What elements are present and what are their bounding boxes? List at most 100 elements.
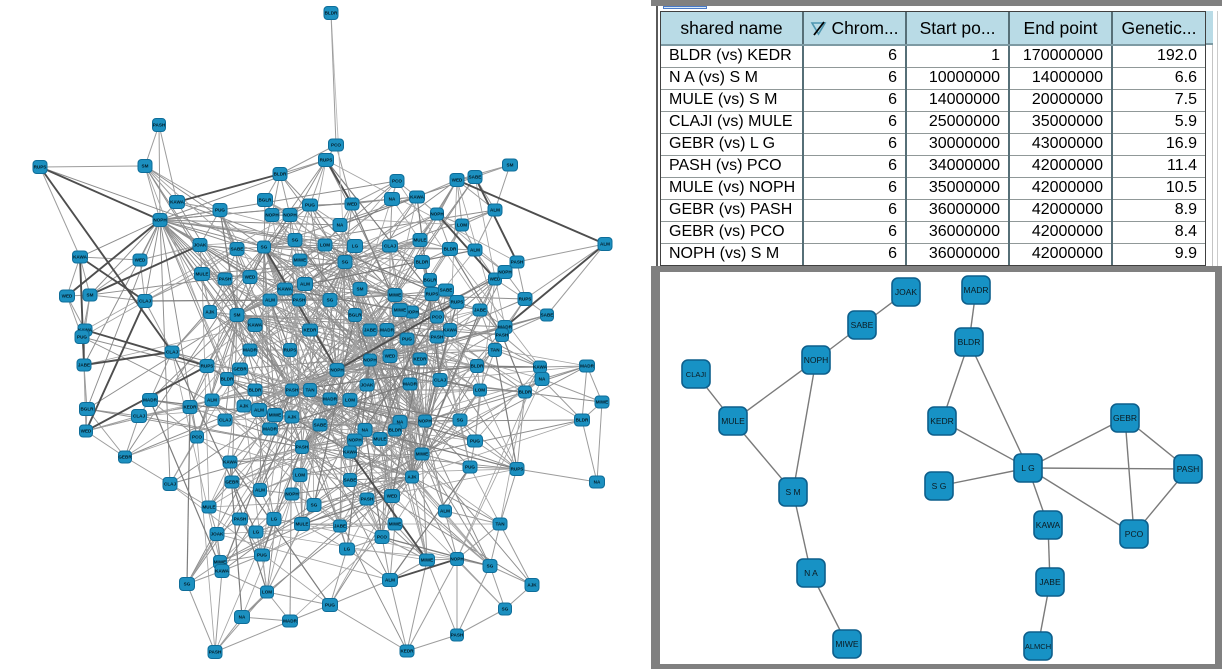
svg-text:RUPS: RUPS — [451, 300, 464, 305]
svg-text:GEBR: GEBR — [233, 367, 247, 372]
svg-text:ALM: ALM — [440, 509, 450, 514]
svg-text:RUPS: RUPS — [201, 364, 214, 369]
svg-text:SG: SG — [184, 582, 191, 587]
svg-text:JABE: JABE — [1039, 577, 1061, 587]
svg-text:JOAK: JOAK — [194, 243, 207, 248]
svg-text:PCO: PCO — [192, 435, 202, 440]
svg-text:L G: L G — [1021, 463, 1034, 473]
svg-text:CLAJ: CLAJ — [133, 414, 145, 419]
svg-text:MADR: MADR — [580, 364, 594, 369]
svg-text:LOM: LOM — [475, 388, 485, 393]
svg-text:ALMCH: ALMCH — [1025, 642, 1051, 651]
svg-text:MULE: MULE — [295, 522, 308, 527]
svg-text:ALM: ALM — [254, 408, 264, 413]
svg-text:TAN: TAN — [490, 348, 500, 353]
svg-text:NOPH: NOPH — [430, 212, 444, 217]
svg-text:PUG: PUG — [402, 337, 412, 342]
svg-text:BGLR: BGLR — [423, 278, 437, 283]
svg-text:PUG: PUG — [465, 465, 475, 470]
svg-text:BLDR: BLDR — [519, 390, 532, 395]
svg-text:MIWE: MIWE — [389, 293, 402, 298]
svg-text:NOPH: NOPH — [283, 213, 297, 218]
svg-text:PCO: PCO — [377, 535, 387, 540]
svg-text:WED: WED — [452, 178, 463, 183]
svg-text:LG: LG — [344, 547, 351, 552]
svg-text:KEDR: KEDR — [303, 328, 317, 333]
svg-text:BLDR: BLDR — [325, 11, 338, 16]
svg-text:BLDR: BLDR — [249, 388, 262, 393]
svg-text:AJK: AJK — [287, 415, 297, 420]
svg-text:KEDR: KEDR — [400, 649, 414, 654]
svg-text:KAWA: KAWA — [343, 450, 357, 455]
svg-text:GEBR: GEBR — [118, 455, 132, 460]
svg-text:BLDR: BLDR — [416, 260, 429, 265]
svg-text:WED: WED — [490, 277, 501, 282]
svg-text:PASH: PASH — [286, 388, 299, 393]
svg-text:JOAK: JOAK — [895, 287, 918, 297]
svg-text:CLAJ: CLAJ — [219, 418, 231, 423]
svg-text:PUG: PUG — [325, 603, 335, 608]
svg-text:JOAK: JOAK — [361, 383, 374, 388]
svg-text:KAWA: KAWA — [278, 287, 292, 292]
svg-text:ALM: ALM — [265, 298, 275, 303]
svg-text:MULE: MULE — [202, 505, 215, 510]
svg-text:MADR: MADR — [263, 427, 277, 432]
svg-text:SM: SM — [507, 163, 514, 168]
svg-text:KAWA: KAWA — [73, 255, 87, 260]
svg-text:NA: NA — [594, 480, 601, 485]
svg-text:SM: SM — [142, 164, 149, 169]
svg-text:MADR: MADR — [498, 325, 512, 330]
svg-text:TAN: TAN — [305, 388, 315, 393]
svg-text:SABE: SABE — [231, 247, 244, 252]
svg-text:JABE: JABE — [334, 524, 346, 529]
svg-text:KAWA: KAWA — [410, 195, 424, 200]
svg-text:PASH: PASH — [219, 277, 232, 282]
svg-text:BGLR: BGLR — [348, 313, 362, 318]
svg-text:WED: WED — [245, 275, 256, 280]
svg-text:NOPH: NOPH — [450, 557, 464, 562]
svg-text:PASH: PASH — [234, 517, 247, 522]
svg-text:CLAJ: CLAJ — [166, 350, 178, 355]
svg-text:LOM: LOM — [320, 243, 330, 248]
svg-text:SG: SG — [261, 245, 268, 250]
svg-text:WED: WED — [387, 494, 398, 499]
svg-text:AJK: AJK — [527, 583, 537, 588]
svg-text:KAWA: KAWA — [443, 328, 457, 333]
svg-text:SABE: SABE — [851, 320, 874, 330]
svg-text:WED: WED — [135, 258, 146, 263]
svg-text:LG: LG — [352, 244, 359, 249]
svg-text:WED: WED — [62, 294, 73, 299]
svg-text:MIWE: MIWE — [421, 558, 434, 563]
svg-text:RUPS: RUPS — [320, 158, 333, 163]
svg-text:PASH: PASH — [496, 333, 509, 338]
svg-text:CLAJ: CLAJ — [139, 299, 151, 304]
svg-text:WED: WED — [81, 429, 92, 434]
svg-text:RUPS: RUPS — [34, 165, 47, 170]
svg-text:SM: SM — [357, 287, 364, 292]
svg-text:MIWE: MIWE — [596, 400, 609, 405]
svg-text:PASH: PASH — [296, 445, 309, 450]
svg-text:MIWE: MIWE — [389, 522, 402, 527]
svg-text:PUG: PUG — [470, 439, 480, 444]
svg-text:AJK: AJK — [205, 310, 215, 315]
svg-text:PASH: PASH — [511, 260, 524, 265]
svg-text:RUPS: RUPS — [519, 297, 532, 302]
svg-text:LOM: LOM — [262, 590, 272, 595]
svg-text:PCO: PCO — [432, 315, 442, 320]
svg-text:MADR: MADR — [143, 398, 157, 403]
svg-text:SABE: SABE — [541, 313, 554, 318]
svg-text:KAWA: KAWA — [248, 323, 262, 328]
svg-text:NOPH: NOPH — [153, 218, 167, 223]
svg-text:KEDR: KEDR — [413, 357, 427, 362]
svg-text:CLAJ: CLAJ — [164, 482, 176, 487]
svg-text:GEBR: GEBR — [225, 480, 239, 485]
svg-text:SABE: SABE — [440, 288, 453, 293]
svg-text:NOPH: NOPH — [348, 438, 362, 443]
svg-text:SG: SG — [457, 418, 464, 423]
svg-text:ALM: ALM — [385, 578, 395, 583]
svg-text:PASH: PASH — [1177, 464, 1200, 474]
svg-text:SM: SM — [234, 313, 241, 318]
svg-text:BGLR: BGLR — [258, 198, 272, 203]
svg-text:SABE: SABE — [314, 423, 327, 428]
svg-text:ALM: ALM — [600, 242, 610, 247]
